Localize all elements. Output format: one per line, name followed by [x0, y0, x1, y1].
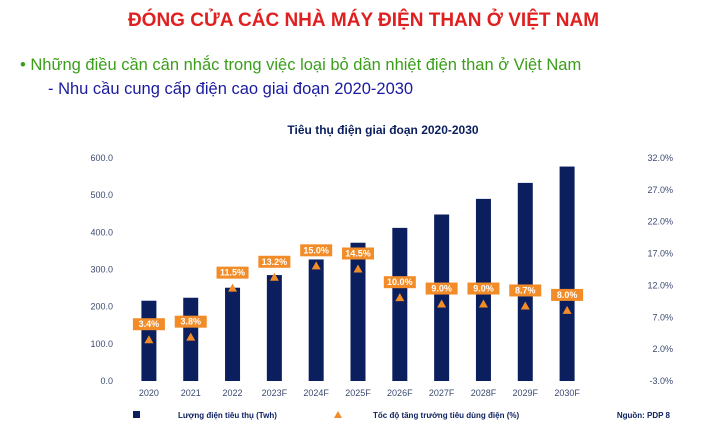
growth-marker [437, 299, 447, 308]
chart-container: Tiêu thụ điện giai đoạn 2020-2030 0.0 100… [73, 110, 693, 440]
x-tick-label: 2026F [387, 388, 413, 398]
growth-label-box [467, 282, 500, 295]
y-right-tick-label: 27.0% [647, 185, 673, 195]
sub-bullet-text: - Nhu cầu cung cấp điện cao giai đoạn 20… [48, 80, 414, 98]
growth-data-label: 3.4% [139, 319, 160, 329]
growth-label-box [425, 282, 458, 295]
bar [308, 259, 324, 381]
bar [559, 166, 575, 381]
bar [517, 182, 533, 381]
y-right-tick-label: -3.0% [649, 376, 673, 386]
electricity-consumption-chart: Tiêu thụ điện giai đoạn 2020-2030 0.0 100… [90, 123, 673, 420]
growth-label-box [258, 255, 291, 268]
y-left-tick-label: 600.0 [90, 153, 113, 163]
legend-bar-label: Lượng điện tiêu thụ (Twh) [178, 411, 277, 420]
y-left-tick-label: 100.0 [90, 339, 113, 349]
growth-data-label: 15.0% [303, 245, 329, 255]
x-tick-label: 2021 [181, 388, 201, 398]
x-tick-label: 2023F [262, 388, 288, 398]
bullet-text: • Những điều cần cân nhắc trong việc loạ… [20, 56, 582, 74]
y-right-tick-label: 32.0% [647, 153, 673, 163]
y-right-tick-label: 2.0% [652, 344, 673, 354]
growth-label-box [551, 288, 584, 301]
growth-marker [144, 335, 154, 344]
y-right-tick-label: 7.0% [652, 312, 673, 322]
y-left-tick-label: 400.0 [90, 227, 113, 237]
growth-label-box [132, 318, 165, 331]
bar [225, 287, 241, 381]
x-tick-label: 2029F [513, 388, 539, 398]
growth-marker [311, 261, 321, 270]
bar [350, 242, 366, 381]
growth-label-box [216, 266, 249, 279]
y-left-tick-label: 0.0 [100, 376, 113, 386]
x-tick-label: 2020 [139, 388, 159, 398]
y-right-tick-label: 22.0% [647, 217, 673, 227]
growth-marker [228, 283, 238, 292]
growth-marker [269, 272, 279, 281]
growth-data-label: 3.8% [180, 317, 201, 327]
growth-marker [478, 299, 488, 308]
growth-label-box [342, 247, 374, 260]
growth-data-label: 9.0% [473, 284, 494, 294]
growth-data-label: 8.0% [557, 290, 578, 300]
growth-label-box [509, 284, 542, 297]
legend-bar-swatch [133, 411, 140, 418]
x-tick-label: 2025F [345, 388, 371, 398]
growth-data-label: 14.5% [345, 249, 371, 259]
growth-marker [353, 264, 363, 273]
growth-label-box [174, 315, 207, 328]
x-tick-label: 2024F [303, 388, 329, 398]
chart-source: Nguồn: PDP 8 [617, 411, 671, 420]
bar [434, 214, 450, 381]
slide-title: ĐÓNG CỬA CÁC NHÀ MÁY ĐIỆN THAN Ở VIỆT NA… [127, 10, 600, 31]
growth-marker [562, 305, 572, 314]
growth-label-box [300, 244, 333, 257]
growth-data-label: 11.5% [220, 268, 245, 278]
x-tick-label: 2022 [223, 388, 243, 398]
x-tick-label: 2027F [429, 388, 455, 398]
growth-label-box [383, 276, 416, 289]
growth-marker [186, 332, 196, 341]
x-tick-label: 2030F [554, 388, 580, 398]
y-left-tick-label: 200.0 [90, 302, 113, 312]
growth-data-label: 8.7% [515, 285, 536, 295]
growth-data-label: 13.2% [262, 257, 288, 267]
y-right-tick-label: 17.0% [647, 249, 673, 259]
growth-data-label: 10.0% [387, 277, 413, 287]
x-tick-label: 2028F [471, 388, 497, 398]
chart-title: Tiêu thụ điện giai đoạn 2020-2030 [287, 123, 478, 137]
bar [392, 227, 408, 381]
legend-marker-label: Tốc độ tăng trưởng tiêu dùng điện (%) [373, 411, 519, 420]
growth-marker [395, 293, 405, 302]
y-left-tick-label: 500.0 [90, 190, 113, 200]
bar [266, 275, 282, 381]
growth-data-label: 9.0% [431, 284, 452, 294]
y-right-tick-label: 12.0% [647, 280, 673, 290]
legend-marker-swatch [334, 411, 342, 418]
growth-marker [520, 301, 530, 310]
y-left-tick-label: 300.0 [90, 265, 113, 275]
